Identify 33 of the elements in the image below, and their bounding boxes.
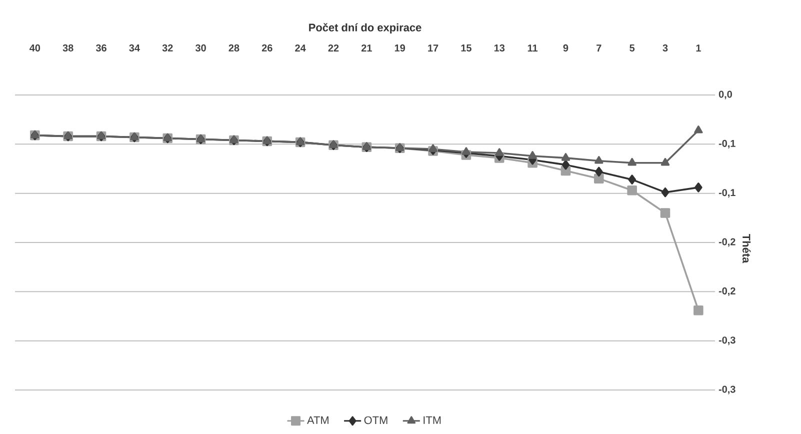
x-tick-label: 15 — [461, 44, 472, 52]
x-tick-label: 28 — [228, 44, 240, 52]
legend-label: ITM — [424, 416, 441, 424]
y-tick-label: -0,2 — [718, 238, 736, 247]
x-axis-title: Počet dní do expirace — [309, 23, 422, 34]
x-tick-label: 1 — [696, 44, 701, 52]
x-tick-label: 5 — [630, 44, 635, 52]
y-tick-label: 0,0 — [718, 90, 732, 100]
x-tick-label: 3 — [662, 44, 668, 52]
x-tick-label: 19 — [394, 44, 406, 52]
x-tick-label: 13 — [494, 44, 505, 52]
y-tick-label: -0,2 — [718, 287, 736, 296]
x-tick-label: 17 — [428, 44, 438, 52]
x-tick-label: 7 — [596, 44, 602, 52]
x-tick-label: 9 — [563, 44, 568, 52]
x-tick-label: 38 — [62, 44, 74, 52]
x-tick-label: 24 — [295, 44, 306, 52]
x-tick-label: 32 — [162, 44, 173, 52]
x-tick-label: 34 — [129, 44, 140, 52]
legend-label: OTM — [364, 416, 388, 424]
legend-label: ATM — [307, 416, 328, 424]
x-tick-label: 26 — [262, 44, 272, 52]
y-tick-label: -0,3 — [718, 386, 736, 394]
y-tick-label: -0,1 — [718, 140, 736, 148]
y-axis-title: Théta — [742, 234, 751, 264]
y-tick-label: -0,3 — [718, 336, 736, 346]
x-tick-label: 30 — [195, 44, 206, 52]
x-tick-label: 11 — [528, 44, 538, 52]
x-tick-label: 22 — [328, 44, 339, 52]
y-tick-label: -0,1 — [718, 189, 736, 198]
x-tick-label: 40 — [30, 44, 40, 52]
x-tick-label: 21 — [361, 44, 372, 52]
x-tick-label: 36 — [96, 44, 106, 52]
